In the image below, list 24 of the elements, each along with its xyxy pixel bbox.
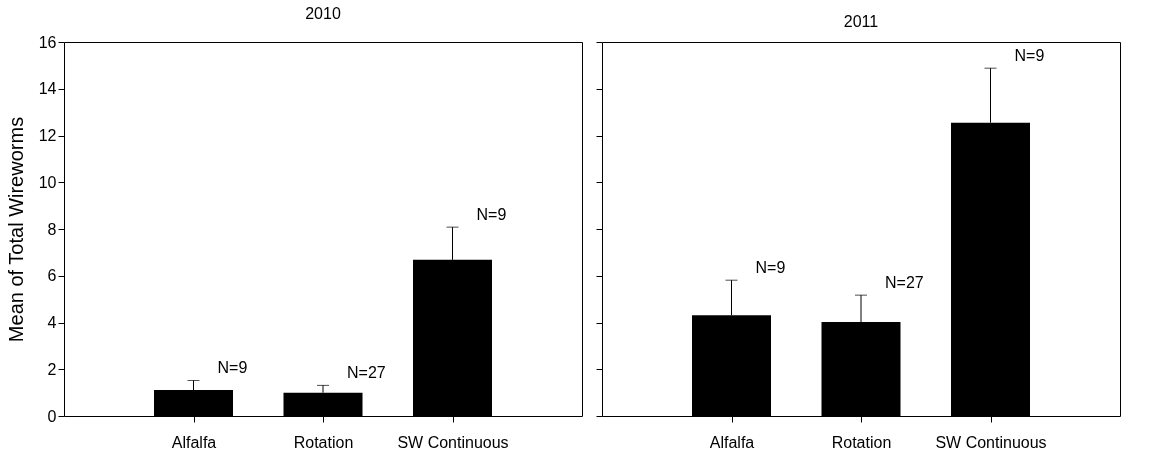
annotation: N=27 xyxy=(885,274,924,292)
y-tick-label: 14 xyxy=(38,80,57,98)
chart-title: 2010 xyxy=(305,5,341,22)
y-tick-label: 0 xyxy=(47,407,57,425)
y-tick-label: 6 xyxy=(47,267,57,285)
x-tick-label: Rotation xyxy=(293,433,354,451)
x-tick-label: Alfalfa xyxy=(171,433,217,451)
x-tick-label: Alfalfa xyxy=(709,433,755,451)
y-tick-label: 12 xyxy=(38,127,57,144)
annotation: N=27 xyxy=(347,364,386,382)
x-tick-label: SW Continuous xyxy=(935,433,1047,451)
x-tick-label: SW Continuous xyxy=(397,433,509,451)
y-tick-label: 16 xyxy=(38,33,57,51)
annotation: N=9 xyxy=(217,359,248,377)
y-tick-label: 4 xyxy=(47,314,57,331)
y-tick-label: 2 xyxy=(47,360,57,378)
annotation: N=9 xyxy=(476,206,507,224)
y-axis-title: Mean of Total Wireworms xyxy=(4,116,27,343)
x-tick-label: Rotation xyxy=(831,433,892,451)
chart-title: 2011 xyxy=(843,12,879,30)
annotation: N=9 xyxy=(755,259,786,277)
annotation: N=9 xyxy=(1014,47,1045,65)
y-tick-label: 10 xyxy=(38,173,57,191)
y-tick-label: 8 xyxy=(47,220,57,238)
